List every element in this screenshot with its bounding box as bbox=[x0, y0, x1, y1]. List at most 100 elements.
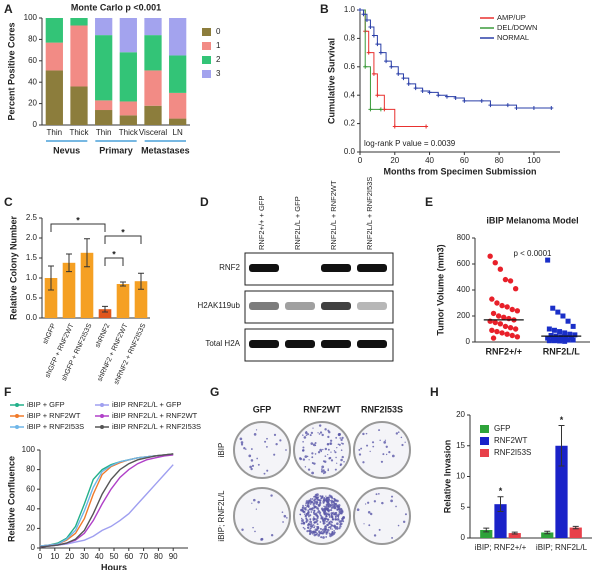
colony bbox=[327, 448, 330, 451]
colony bbox=[302, 522, 305, 525]
colony bbox=[338, 520, 342, 523]
bar-segment bbox=[144, 35, 162, 71]
censor-mark bbox=[368, 107, 373, 112]
colony bbox=[338, 506, 341, 508]
x-tick-label: 70 bbox=[139, 552, 148, 561]
colony bbox=[337, 515, 340, 518]
censor-mark bbox=[479, 98, 484, 103]
colony bbox=[318, 433, 321, 435]
legend-label: RNF2WT bbox=[494, 436, 527, 445]
colony bbox=[312, 502, 315, 504]
x-tick-label: 80 bbox=[495, 156, 504, 165]
x-tick-label: shGFP bbox=[42, 322, 58, 345]
colony bbox=[327, 435, 330, 439]
censor-mark bbox=[364, 17, 369, 22]
colony bbox=[334, 451, 337, 454]
data-point bbox=[557, 329, 563, 335]
x-tick-label: 30 bbox=[80, 552, 89, 561]
legend-swatch bbox=[202, 42, 211, 50]
bar-segment bbox=[119, 18, 137, 53]
bar-segment bbox=[45, 70, 63, 125]
colony bbox=[325, 515, 328, 518]
colony bbox=[341, 455, 344, 459]
colony bbox=[316, 523, 319, 526]
colony bbox=[273, 433, 277, 436]
colony bbox=[328, 522, 331, 525]
legend-label: 2 bbox=[216, 55, 221, 64]
colony bbox=[307, 509, 310, 512]
legend-label: 0 bbox=[216, 27, 221, 36]
x-tick-label: 60 bbox=[460, 156, 469, 165]
colony bbox=[329, 526, 332, 529]
colony bbox=[312, 499, 314, 501]
colony bbox=[400, 436, 403, 439]
colony bbox=[310, 526, 313, 528]
colony bbox=[391, 536, 394, 539]
censor-mark bbox=[401, 76, 406, 81]
error-bar bbox=[558, 424, 565, 467]
legend-swatch bbox=[480, 437, 489, 445]
error-bar bbox=[48, 265, 54, 291]
colony bbox=[316, 515, 319, 518]
y-tick-label: 0 bbox=[33, 120, 38, 129]
colony bbox=[328, 431, 331, 434]
colony bbox=[327, 469, 330, 472]
data-point bbox=[507, 325, 514, 331]
colony bbox=[305, 502, 308, 505]
legend-marker bbox=[100, 414, 104, 418]
colony bbox=[311, 456, 314, 459]
colony bbox=[309, 519, 312, 521]
colony bbox=[305, 512, 308, 515]
y-tick-label: 0.6 bbox=[344, 62, 356, 71]
colony bbox=[340, 458, 343, 462]
data-point bbox=[545, 257, 551, 263]
colony bbox=[322, 448, 324, 451]
colony bbox=[335, 504, 339, 508]
y-tick-label: 0.0 bbox=[26, 313, 38, 322]
data-point bbox=[502, 323, 509, 330]
bar-segment bbox=[95, 18, 113, 36]
censor-mark bbox=[368, 25, 373, 30]
colony bbox=[243, 447, 246, 450]
legend-label: iBIP RNF2L/L + GFP bbox=[112, 400, 181, 409]
x-tick-label: Thick bbox=[119, 128, 139, 137]
data-point bbox=[555, 309, 561, 315]
colony bbox=[318, 511, 322, 515]
bar-segment bbox=[70, 18, 88, 26]
colony bbox=[250, 459, 254, 462]
colony bbox=[240, 441, 244, 444]
colony bbox=[309, 514, 312, 517]
data-point bbox=[489, 327, 495, 333]
colony bbox=[341, 442, 343, 444]
colony bbox=[335, 436, 338, 439]
plate bbox=[353, 487, 411, 545]
colony bbox=[331, 528, 333, 530]
colony bbox=[368, 524, 371, 527]
x-tick-label: 0 bbox=[38, 552, 43, 561]
legend-label: 1 bbox=[216, 41, 221, 50]
colony bbox=[320, 536, 323, 539]
colony bbox=[264, 440, 267, 443]
colony bbox=[317, 432, 319, 434]
y-tick-label: 0 bbox=[466, 337, 471, 346]
censor-mark bbox=[453, 96, 458, 101]
x-tick-label: 0 bbox=[358, 156, 363, 165]
y-tick-label: 100 bbox=[24, 13, 38, 22]
data-point bbox=[560, 313, 566, 319]
colony bbox=[324, 455, 327, 457]
colony bbox=[404, 513, 407, 516]
group-label: Primary bbox=[99, 145, 133, 155]
colony bbox=[311, 471, 315, 475]
colony bbox=[324, 460, 327, 463]
colony bbox=[322, 499, 326, 503]
bar bbox=[80, 252, 94, 318]
colony bbox=[255, 429, 258, 431]
censor-mark bbox=[396, 71, 401, 76]
blot-band bbox=[321, 264, 351, 272]
colony bbox=[312, 530, 315, 533]
colony bbox=[325, 532, 328, 535]
y-tick-label: 200 bbox=[457, 311, 471, 320]
colony bbox=[314, 442, 317, 444]
colony bbox=[316, 526, 318, 528]
